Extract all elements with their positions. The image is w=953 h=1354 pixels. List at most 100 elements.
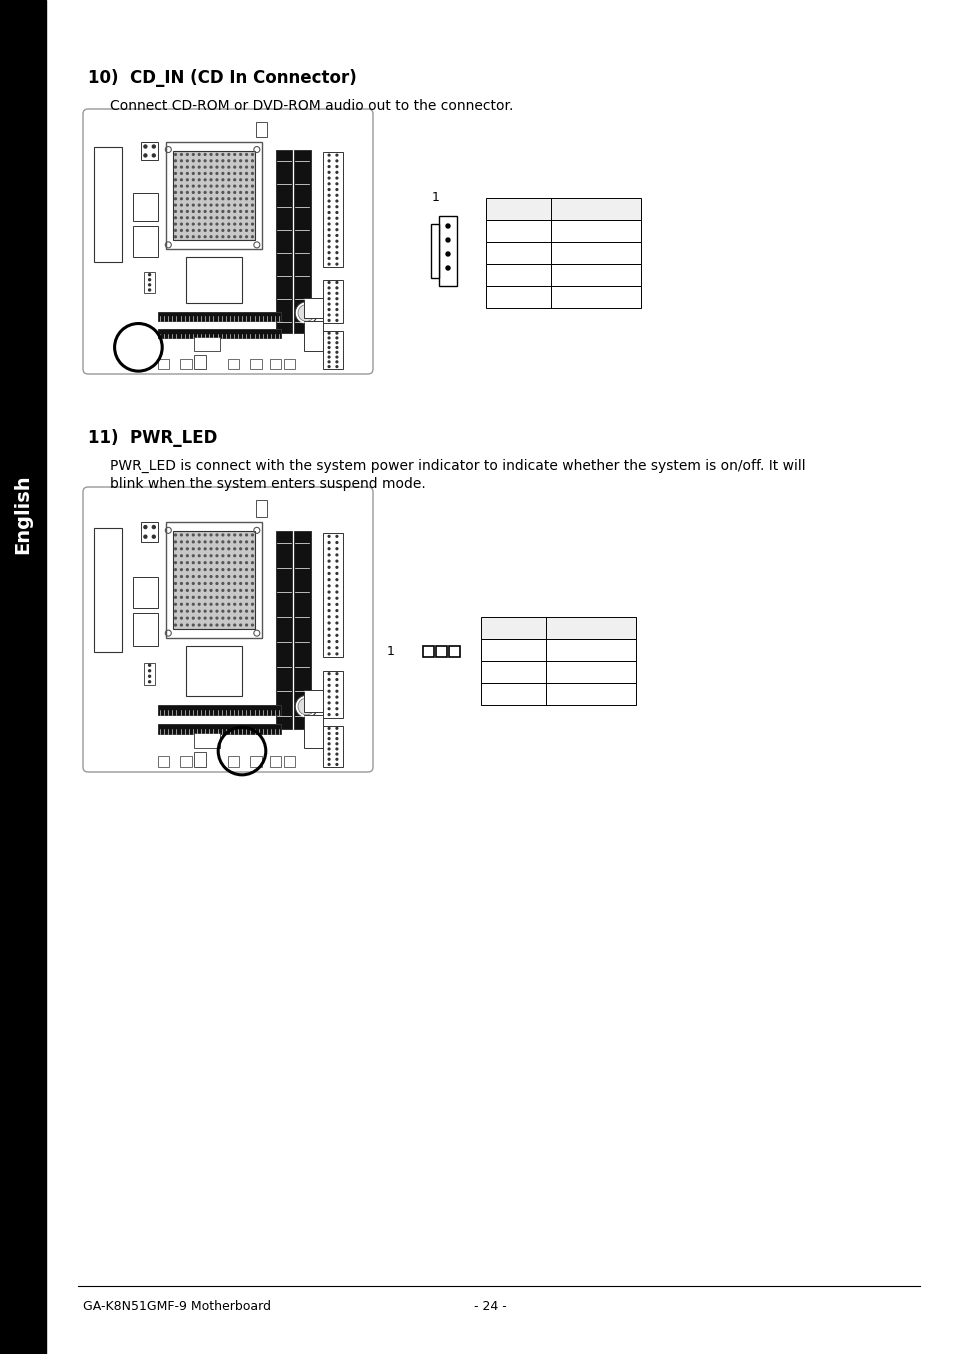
Circle shape (335, 653, 337, 655)
Circle shape (328, 252, 330, 253)
Circle shape (328, 229, 330, 230)
Circle shape (186, 617, 188, 619)
Circle shape (239, 611, 241, 612)
Circle shape (328, 246, 330, 248)
Circle shape (335, 246, 337, 248)
Text: 2: 2 (509, 665, 517, 678)
Circle shape (246, 575, 247, 577)
Circle shape (222, 542, 224, 543)
Circle shape (198, 533, 200, 536)
Circle shape (252, 204, 253, 206)
Circle shape (335, 621, 337, 624)
Circle shape (252, 589, 253, 592)
Circle shape (239, 575, 241, 577)
Bar (485, 264, 640, 286)
Circle shape (233, 555, 235, 556)
Circle shape (252, 160, 253, 161)
Circle shape (193, 217, 194, 218)
Circle shape (210, 542, 212, 543)
Circle shape (239, 172, 241, 175)
Circle shape (328, 332, 330, 334)
Circle shape (186, 569, 188, 570)
Circle shape (215, 533, 217, 536)
Bar (436, 646, 447, 657)
Circle shape (335, 292, 337, 294)
Circle shape (228, 191, 230, 194)
Circle shape (193, 172, 194, 175)
Circle shape (246, 617, 247, 619)
Circle shape (233, 198, 235, 199)
Circle shape (174, 611, 176, 612)
Circle shape (297, 699, 314, 715)
Circle shape (328, 678, 330, 681)
Circle shape (149, 288, 151, 291)
Circle shape (335, 160, 337, 161)
Circle shape (198, 589, 200, 592)
Circle shape (204, 611, 206, 612)
Circle shape (186, 575, 188, 577)
Circle shape (174, 172, 176, 175)
Bar (480, 639, 636, 661)
Circle shape (222, 596, 224, 598)
Circle shape (328, 592, 330, 593)
Bar (303, 715, 323, 747)
Circle shape (328, 758, 330, 760)
Circle shape (210, 617, 212, 619)
Circle shape (335, 714, 337, 715)
Circle shape (198, 575, 200, 577)
Circle shape (239, 542, 241, 543)
Circle shape (180, 223, 182, 225)
Circle shape (328, 573, 330, 574)
Text: Definition: Definition (563, 203, 628, 215)
Circle shape (246, 569, 247, 570)
Circle shape (335, 673, 337, 674)
Circle shape (222, 548, 224, 550)
Circle shape (180, 179, 182, 180)
Circle shape (335, 708, 337, 709)
Circle shape (246, 562, 247, 563)
Circle shape (186, 589, 188, 592)
Circle shape (222, 179, 224, 180)
Circle shape (222, 562, 224, 563)
Circle shape (228, 230, 230, 232)
Circle shape (149, 284, 151, 286)
Circle shape (335, 604, 337, 605)
Circle shape (335, 733, 337, 734)
Circle shape (198, 548, 200, 550)
Circle shape (186, 604, 188, 605)
Circle shape (335, 566, 337, 569)
Circle shape (252, 210, 253, 213)
Circle shape (222, 217, 224, 218)
Bar (294, 531, 311, 728)
Circle shape (228, 562, 230, 563)
Circle shape (204, 562, 206, 563)
Circle shape (193, 185, 194, 187)
Circle shape (233, 611, 235, 612)
Circle shape (335, 177, 337, 179)
Circle shape (210, 611, 212, 612)
Bar (132, 613, 158, 646)
Circle shape (335, 592, 337, 593)
Circle shape (180, 230, 182, 232)
Circle shape (210, 223, 212, 225)
Text: - 24 -: - 24 - (473, 1300, 506, 1313)
Circle shape (174, 617, 176, 619)
Circle shape (222, 210, 224, 213)
Circle shape (180, 185, 182, 187)
Circle shape (180, 575, 182, 577)
Circle shape (328, 234, 330, 237)
Circle shape (215, 569, 217, 570)
Circle shape (233, 210, 235, 213)
Circle shape (198, 582, 200, 585)
Bar (255, 122, 267, 137)
Circle shape (328, 743, 330, 745)
Circle shape (328, 320, 330, 321)
Circle shape (328, 621, 330, 624)
Bar (93, 528, 121, 651)
Circle shape (210, 575, 212, 577)
Circle shape (328, 597, 330, 598)
Circle shape (174, 167, 176, 168)
Text: Pin No.: Pin No. (490, 621, 536, 634)
Bar (275, 531, 292, 728)
Circle shape (215, 589, 217, 592)
